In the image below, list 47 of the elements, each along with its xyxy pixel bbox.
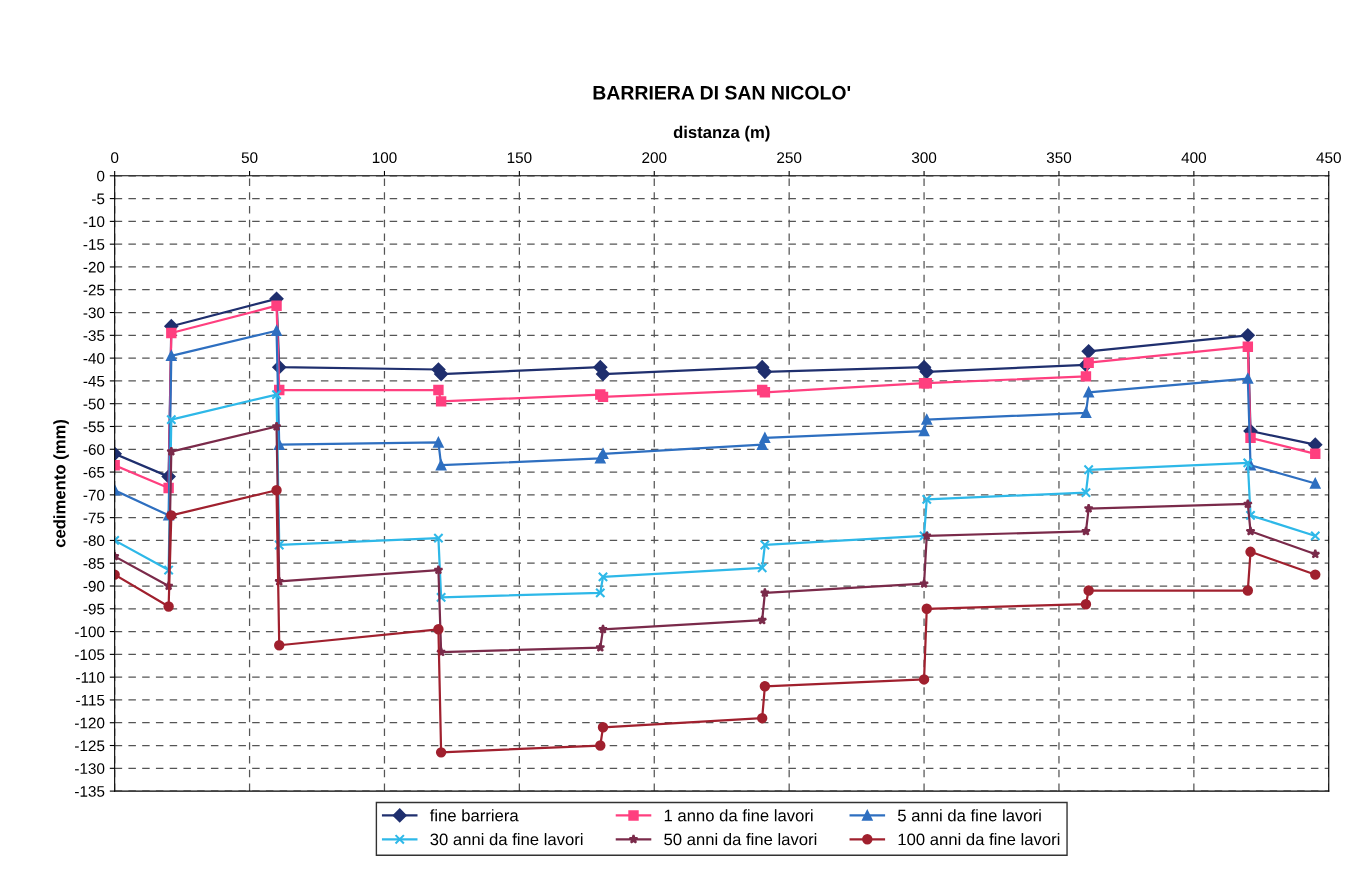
x-axis-title: distanza (m) xyxy=(673,125,770,142)
y-tick-label: -95 xyxy=(83,603,105,615)
y-tick-label: -5 xyxy=(92,193,105,205)
y-tick-label: -25 xyxy=(83,284,105,296)
y-tick-label: -35 xyxy=(83,330,105,342)
x-tick-label: 350 xyxy=(1046,152,1072,164)
x-tick-label: 300 xyxy=(911,152,937,164)
legend-label: fine barriera xyxy=(429,809,519,822)
y-tick-label: -50 xyxy=(83,398,105,410)
y-tick-label: -115 xyxy=(76,694,105,706)
y-tick-label: -85 xyxy=(83,558,105,569)
y-tick-label: -135 xyxy=(75,785,105,797)
y-tick-label: -30 xyxy=(83,307,105,319)
x-tick-label: 400 xyxy=(1181,152,1207,164)
legend-label: 50 anni da fine lavori xyxy=(664,833,817,846)
y-tick-label: 0 xyxy=(97,170,105,182)
chart-title: BARRIERA DI SAN NICOLO' xyxy=(593,85,851,100)
y-tick-label: -10 xyxy=(83,216,105,228)
legend-label: 1 anno da fine lavori xyxy=(664,809,813,822)
y-tick-label: -110 xyxy=(76,672,105,683)
y-axis-title: cedimento (mm) xyxy=(53,419,69,548)
y-tick-label: -45 xyxy=(83,375,105,387)
y-tick-label: -65 xyxy=(83,466,105,478)
x-tick-label: 450 xyxy=(1316,152,1341,164)
x-tick-label: 150 xyxy=(507,152,532,164)
legend-label: 100 anni da fine lavori xyxy=(898,833,1060,846)
x-tick-label: 0 xyxy=(111,152,119,164)
y-tick-label: -100 xyxy=(75,626,105,638)
legend-label: 30 anni da fine lavori xyxy=(430,833,583,846)
y-tick-label: -125 xyxy=(75,740,105,752)
y-tick-label: -90 xyxy=(83,580,105,592)
y-tick-label: -130 xyxy=(75,763,105,774)
y-tick-label: -105 xyxy=(75,649,105,661)
y-tick-label: -40 xyxy=(83,352,105,364)
x-tick-label: 200 xyxy=(642,152,667,164)
x-tick-label: 100 xyxy=(372,152,397,164)
x-tick-label: 250 xyxy=(777,152,802,164)
y-tick-label: -75 xyxy=(83,512,105,524)
y-tick-label: -120 xyxy=(75,717,105,729)
y-tick-label: -55 xyxy=(83,421,105,433)
y-tick-label: -70 xyxy=(83,489,105,501)
y-tick-label: -80 xyxy=(83,535,105,547)
y-tick-label: -20 xyxy=(83,261,105,273)
y-tick-label: -15 xyxy=(83,239,105,250)
x-tick-label: 50 xyxy=(241,152,258,164)
legend-label: 5 anni da fine lavori xyxy=(897,809,1041,822)
y-tick-label: -60 xyxy=(83,444,105,455)
